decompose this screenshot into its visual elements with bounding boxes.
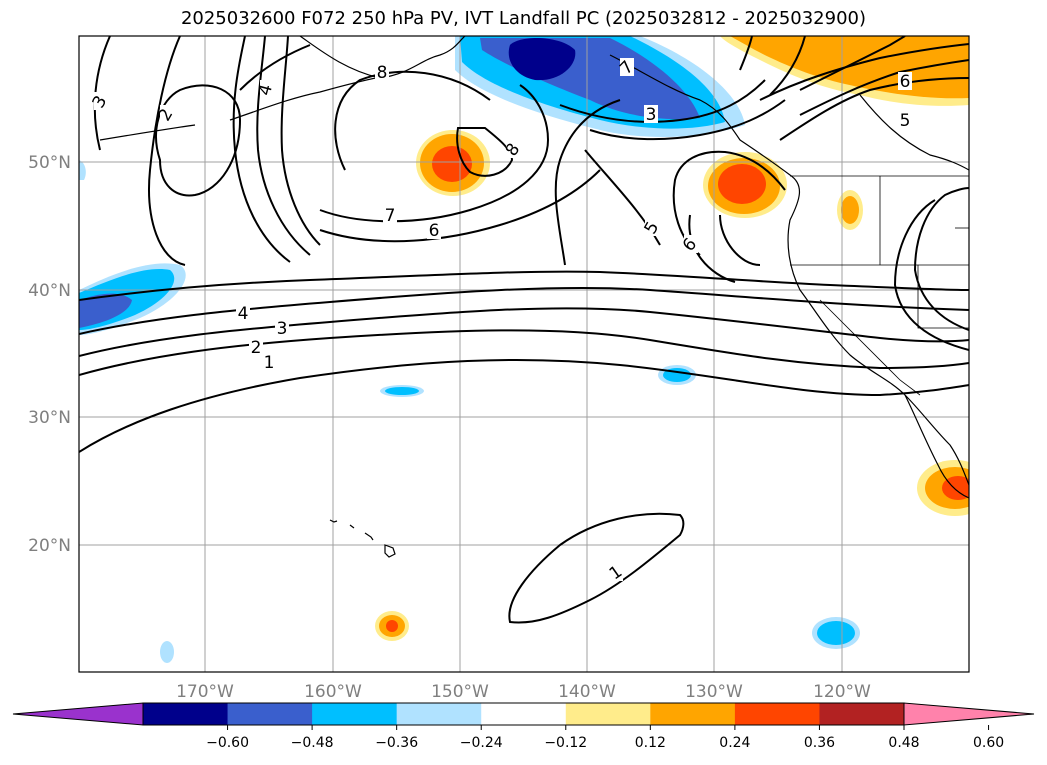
colorbar-segment <box>565 703 651 725</box>
colorbar-segment <box>481 703 567 725</box>
colorbar: −0.60 −0.48 −0.36 −0.24 −0.12 0.12 0.24 0.36 0.4… <box>12 702 1035 751</box>
contour-labels: 3 2 4 8 8 7 6 5 6 7 3 6 5 4 <box>89 57 912 584</box>
map-title: 2025032600 F072 250 hPa PV, IVT Landfall… <box>180 8 867 29</box>
colorbar-segment <box>312 703 398 725</box>
lon-label: 140°W <box>558 682 616 702</box>
colorbar-extend-min <box>12 702 144 726</box>
contour-label: 1 <box>264 353 275 373</box>
lon-label: 120°W <box>813 682 871 702</box>
map-panel: 3 2 4 8 8 7 6 5 6 7 3 6 5 4 <box>79 36 969 672</box>
colorbar-segment <box>396 703 482 725</box>
contour-label: 7 <box>385 206 396 226</box>
colorbar-segment <box>650 703 736 725</box>
lat-label: 20°N <box>28 536 71 556</box>
gridlines <box>79 36 969 672</box>
colorbar-segment <box>819 703 905 725</box>
contour-label: 3 <box>646 105 657 125</box>
lon-labels: 170°W 160°W 150°W 140°W 130°W 120°W <box>176 682 871 702</box>
lon-label: 170°W <box>176 682 234 702</box>
colorbar-tick-label: −0.36 <box>375 735 418 751</box>
colorbar-segment <box>734 703 820 725</box>
colorbar-tick-label: 0.24 <box>719 735 750 751</box>
lon-label: 160°W <box>304 682 362 702</box>
contour-label: 6 <box>429 221 440 241</box>
lat-label: 50°N <box>28 153 71 173</box>
colorbar-tick-label: −0.12 <box>544 735 587 751</box>
lon-label: 150°W <box>431 682 489 702</box>
colorbar-tick-label: 0.12 <box>635 735 666 751</box>
map-frame <box>78 35 970 673</box>
contour-label: 3 <box>277 319 288 339</box>
lat-label: 30°N <box>28 408 71 428</box>
contour-label: 6 <box>900 72 911 92</box>
lat-label: 40°N <box>28 281 71 301</box>
contour-label: 4 <box>255 82 277 98</box>
colorbar-tick-label: −0.24 <box>460 735 503 751</box>
colorbar-tick-label: 0.48 <box>888 735 919 751</box>
pv-contours <box>79 36 969 624</box>
lat-labels: 50°N 40°N 30°N 20°N <box>28 153 71 556</box>
contour-label: 4 <box>238 304 249 324</box>
colorbar-tick-label: −0.60 <box>206 735 249 751</box>
colorbar-segment <box>227 703 313 725</box>
colorbar-tick-label: 0.60 <box>973 735 1004 751</box>
colorbar-tick-label: −0.48 <box>291 735 334 751</box>
contour-label: 5 <box>900 111 911 131</box>
colorbar-segment <box>143 703 229 725</box>
coastlines <box>99 36 969 558</box>
lon-label: 130°W <box>685 682 743 702</box>
contour-label: 2 <box>251 338 262 358</box>
contour-label: 8 <box>377 63 388 83</box>
boundaries <box>790 175 969 396</box>
colorbar-extend-max <box>903 702 1035 726</box>
colorbar-tick-label: 0.36 <box>804 735 835 751</box>
